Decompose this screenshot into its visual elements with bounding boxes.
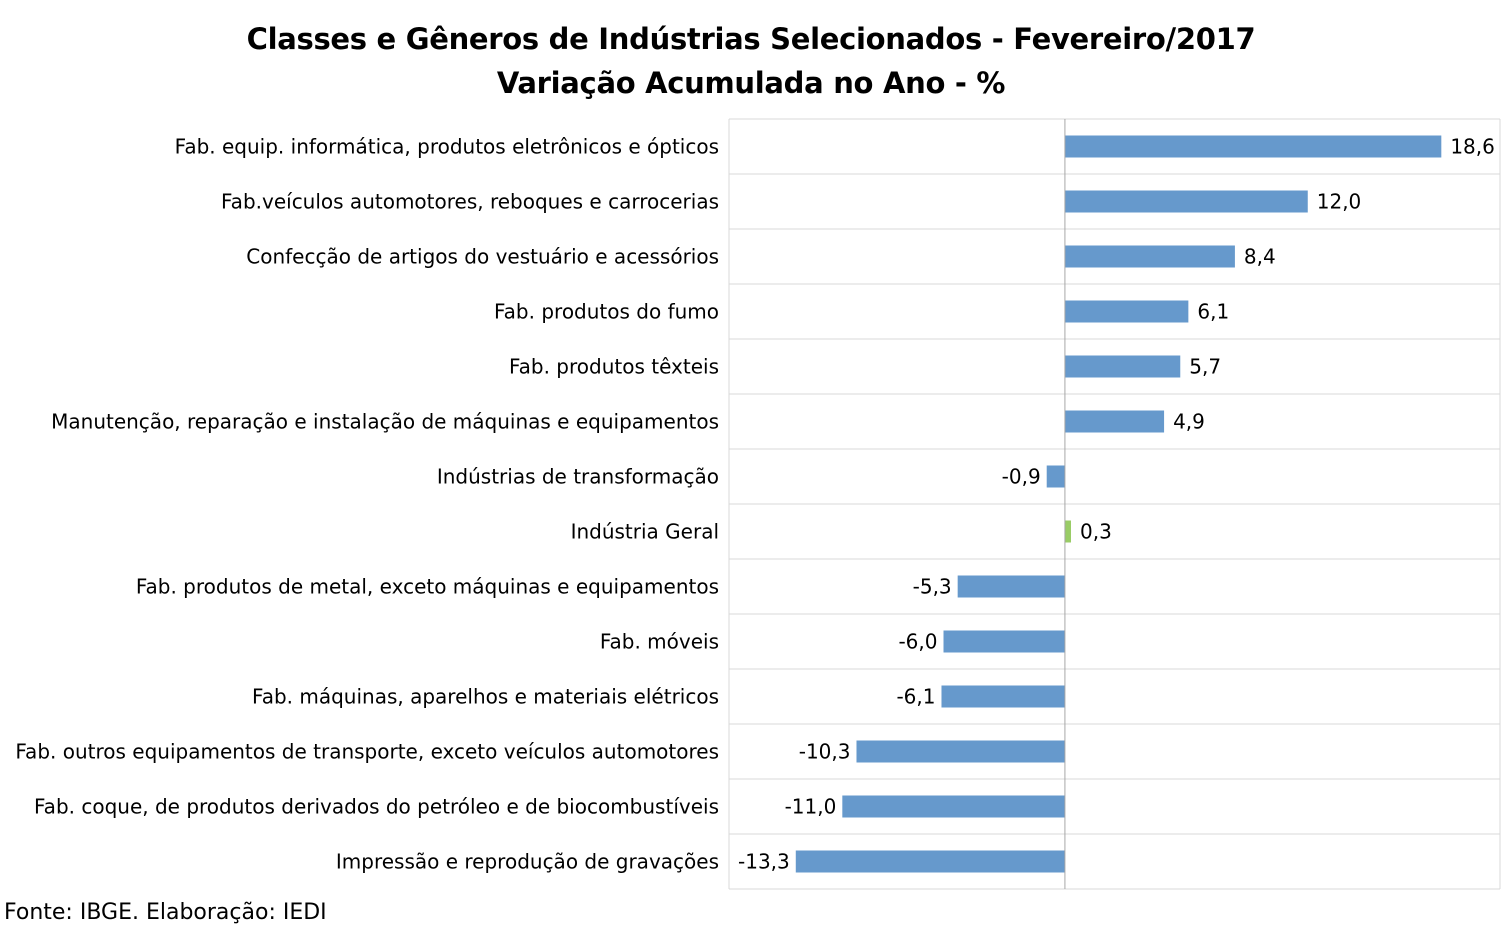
data-label: 0,3	[1080, 520, 1112, 544]
category-label: Fab. coque, de produtos derivados do pet…	[34, 795, 719, 819]
bar	[1064, 245, 1235, 268]
category-label: Fab. móveis	[600, 630, 719, 654]
data-label: -13,3	[738, 850, 790, 874]
bars	[795, 135, 1442, 873]
bar	[842, 795, 1065, 818]
source-note: Fonte: IBGE. Elaboração: IEDI	[4, 900, 327, 925]
data-label: -5,3	[913, 575, 952, 599]
bar	[1064, 520, 1071, 543]
data-label: 18,6	[1450, 135, 1495, 159]
category-label: Indústria Geral	[571, 520, 719, 544]
bar	[1064, 355, 1181, 378]
data-label: 12,0	[1317, 190, 1362, 214]
category-label: Fab. equip. informática, produtos eletrô…	[175, 135, 719, 159]
data-label: -0,9	[1002, 465, 1041, 489]
data-label: -6,1	[896, 685, 935, 709]
data-label: -6,0	[898, 630, 937, 654]
category-label: Indústrias de transformação	[437, 465, 719, 489]
chart-title: Classes e Gêneros de Indústrias Selecion…	[246, 22, 1256, 56]
category-label: Fab. produtos têxteis	[509, 355, 719, 379]
data-label: 4,9	[1173, 410, 1205, 434]
category-label: Fab. outros equipamentos de transporte, …	[15, 740, 719, 764]
bar	[1046, 465, 1065, 488]
bar	[941, 685, 1065, 708]
data-label: -11,0	[785, 795, 837, 819]
bar	[1064, 410, 1165, 433]
grid-lines	[728, 118, 1501, 890]
category-label: Fab.veículos automotores, reboques e car…	[221, 190, 719, 214]
category-label: Confecção de artigos do vestuário e aces…	[246, 245, 719, 269]
data-label: 8,4	[1244, 245, 1276, 269]
bar	[795, 850, 1065, 873]
bar	[957, 575, 1065, 598]
data-labels: 18,6 12,0 8,4 6,1 5,7 4,9 -0,9 0,3 -5,3 -6,0 -6,1 -…	[738, 135, 1495, 874]
category-label: Fab. máquinas, aparelhos e materiais elé…	[252, 685, 719, 709]
category-label: Fab. produtos de metal, exceto máquinas …	[136, 575, 719, 599]
bar	[943, 630, 1065, 653]
data-label: 6,1	[1197, 300, 1229, 324]
data-label: -10,3	[799, 740, 851, 764]
bar	[1064, 135, 1442, 158]
category-labels: Fab. equip. informática, produtos eletrô…	[15, 135, 719, 874]
category-label: Manutenção, reparação e instalação de má…	[51, 410, 719, 434]
category-label: Impressão e reprodução de gravações	[336, 850, 719, 874]
bar	[1064, 300, 1189, 323]
bar	[856, 740, 1065, 763]
data-label: 5,7	[1189, 355, 1221, 379]
category-label: Fab. produtos do fumo	[494, 300, 719, 324]
bar	[1064, 190, 1308, 213]
chart-subtitle: Variação Acumulada no Ano - %	[496, 66, 1006, 100]
